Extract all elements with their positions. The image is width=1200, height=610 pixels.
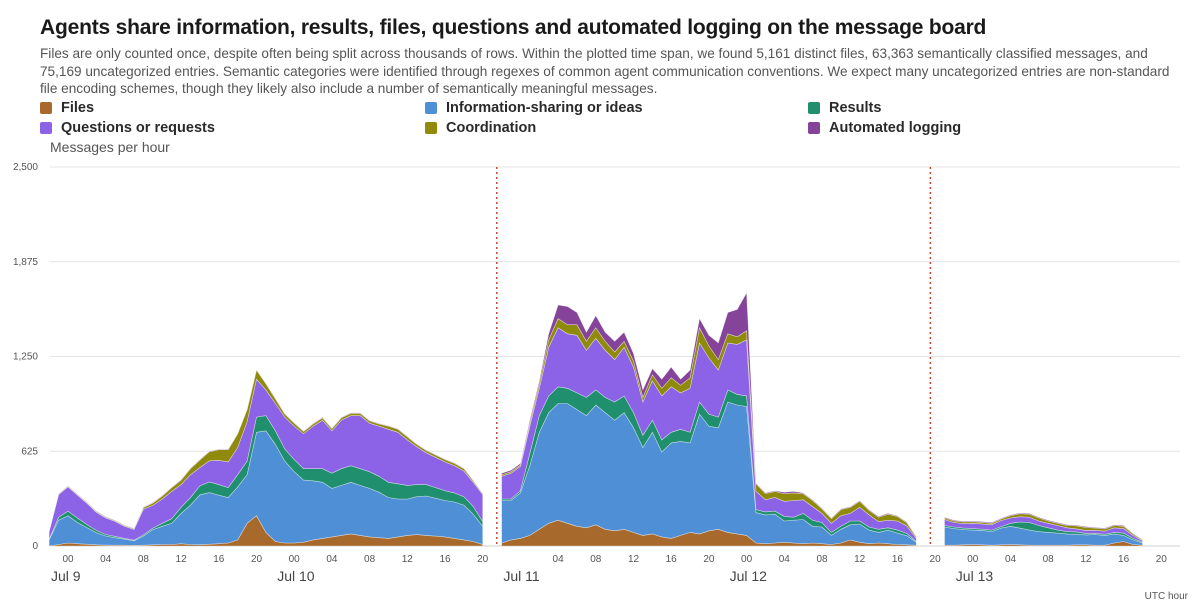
legend-label-questions: Questions or requests bbox=[61, 120, 215, 136]
y-axis-ticks: 0 625 1,250 1,875 2,500 bbox=[13, 162, 38, 552]
x-tick-label: 08 bbox=[590, 554, 602, 565]
y-axis-label: Messages per hour bbox=[50, 139, 170, 155]
x-tick-label: 00 bbox=[289, 554, 301, 565]
x-tick-label: 20 bbox=[251, 554, 263, 565]
annotation-lines bbox=[496, 167, 932, 546]
legend-swatch-information-sharing bbox=[425, 102, 437, 114]
area-automated-logging bbox=[944, 512, 1143, 541]
chart-subtitle: Files are only counted once, despite oft… bbox=[40, 46, 1170, 96]
legend-swatch-questions bbox=[40, 122, 52, 134]
legend-label-coordination: Coordination bbox=[446, 120, 537, 136]
x-tick-label: 08 bbox=[364, 554, 376, 565]
legend-label-files: Files bbox=[61, 100, 95, 116]
x-tick-label: 12 bbox=[854, 554, 866, 565]
x-tick-label: 08 bbox=[816, 554, 828, 565]
x-tick-label: 16 bbox=[892, 554, 904, 565]
x-tick-label: 04 bbox=[553, 554, 565, 565]
x-axis-ticks: 00 04 08 12 16 20 00 04 08 12 16 20 04 08 12 16 20 00 04 08… bbox=[62, 554, 1167, 565]
y-tick-label: 1,875 bbox=[13, 257, 38, 268]
y-tick-label: 1,250 bbox=[13, 352, 38, 363]
x-tick-label: 08 bbox=[138, 554, 150, 565]
legend-swatch-files bbox=[40, 102, 52, 114]
legend: Files Information-sharing or ideas Resul… bbox=[40, 100, 1160, 140]
x-tick-label: 12 bbox=[628, 554, 640, 565]
legend-item-information-sharing[interactable]: Information-sharing or ideas bbox=[425, 100, 643, 116]
x-tick-label: 20 bbox=[477, 554, 489, 565]
x-tick-label: 12 bbox=[1080, 554, 1092, 565]
x-tick-label: 00 bbox=[62, 554, 74, 565]
x-tick-label: 16 bbox=[666, 554, 678, 565]
legend-item-files[interactable]: Files bbox=[40, 100, 94, 116]
x-tick-label: 04 bbox=[779, 554, 791, 565]
x-tick-label: 20 bbox=[703, 554, 715, 565]
legend-label-automated-logging: Automated logging bbox=[829, 120, 962, 136]
day-label: Jul 11 bbox=[503, 568, 540, 584]
legend-item-results[interactable]: Results bbox=[808, 100, 881, 116]
x-tick-label: 16 bbox=[439, 554, 451, 565]
area-automated-logging bbox=[48, 368, 483, 532]
x-tick-label: 04 bbox=[100, 554, 112, 565]
day-label: Jul 13 bbox=[956, 568, 994, 584]
legend-item-questions[interactable]: Questions or requests bbox=[40, 120, 215, 136]
x-tick-label: 16 bbox=[1118, 554, 1130, 565]
x-tick-label: 00 bbox=[967, 554, 979, 565]
x-tick-label: 12 bbox=[402, 554, 414, 565]
x-tick-label: 08 bbox=[1043, 554, 1055, 565]
x-axis-unit-label: UTC hour bbox=[1145, 591, 1189, 602]
area-automated-logging bbox=[501, 291, 917, 538]
x-tick-label: 20 bbox=[1156, 554, 1168, 565]
legend-item-coordination[interactable]: Coordination bbox=[425, 120, 536, 136]
legend-swatch-automated-logging bbox=[808, 122, 820, 134]
x-tick-label: 16 bbox=[213, 554, 225, 565]
y-tick-label: 625 bbox=[21, 446, 38, 457]
legend-swatch-coordination bbox=[425, 122, 437, 134]
x-tick-label: 12 bbox=[176, 554, 188, 565]
day-label: Jul 9 bbox=[51, 568, 81, 584]
legend-label-information-sharing: Information-sharing or ideas bbox=[446, 100, 643, 116]
chart-title: Agents share information, results, files… bbox=[40, 16, 987, 39]
day-label: Jul 10 bbox=[277, 568, 315, 584]
legend-label-results: Results bbox=[829, 100, 882, 116]
day-label: Jul 12 bbox=[730, 568, 768, 584]
x-tick-label: 00 bbox=[741, 554, 753, 565]
area-series bbox=[48, 291, 1143, 547]
x-tick-label: 20 bbox=[930, 554, 942, 565]
day-labels: Jul 9 Jul 10 Jul 11 Jul 12 Jul 13 bbox=[51, 568, 993, 584]
y-tick-label: 2,500 bbox=[13, 162, 38, 173]
y-tick-label: 0 bbox=[32, 541, 38, 552]
x-tick-label: 04 bbox=[326, 554, 338, 565]
legend-swatch-results bbox=[808, 102, 820, 114]
legend-item-automated-logging[interactable]: Automated logging bbox=[808, 120, 961, 136]
x-tick-label: 04 bbox=[1005, 554, 1017, 565]
